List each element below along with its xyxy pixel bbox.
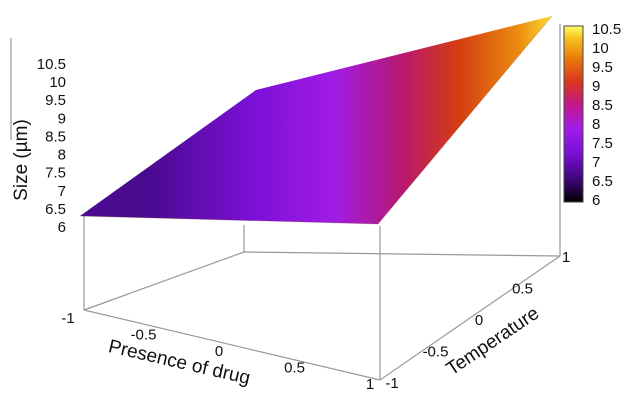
y-tick-label: 0 [475, 312, 483, 329]
colorbar-tick-label: 9 [592, 78, 600, 95]
box-edge-floor-back [243, 251, 561, 257]
colorbar-tick-label: 6 [592, 192, 600, 209]
box-edge-floor-right [379, 255, 561, 381]
box-edge-floor-front [83, 309, 381, 381]
colorbar-tick-label: 9.5 [592, 59, 613, 76]
colorbar-tick-label: 6.5 [592, 173, 613, 190]
z-axis-label: Size (µm) [11, 119, 32, 201]
z-tick-label: 10 [49, 74, 66, 91]
z-tick-label: 6 [58, 219, 66, 236]
z-tick-label: 7 [58, 183, 66, 200]
z-tick-label: 9.5 [45, 92, 66, 109]
x-tick-label: -0.5 [131, 327, 157, 344]
z-tick-label: 10.5 [37, 56, 66, 73]
z-tick-label: 9 [58, 110, 66, 127]
colorbar [563, 25, 584, 203]
z-tick-label: 8 [58, 147, 66, 164]
colorbar-tick-label: 10.5 [592, 21, 621, 38]
surface-mesh-edge [79, 15, 553, 225]
y-tick-label: -1 [385, 375, 398, 392]
colorbar-tick-label: 8.5 [592, 97, 613, 114]
y-tick-label: -0.5 [423, 344, 449, 361]
colorbar-tick-label: 7 [592, 154, 600, 171]
z-tick-label: 7.5 [45, 165, 66, 182]
x-tick-label: 0.5 [284, 360, 305, 377]
tick-labels: 66.577.588.599.51010.566.577.588.599.510… [37, 21, 621, 393]
surface-plane [80, 16, 552, 224]
x-tick-label: -1 [61, 310, 74, 327]
y-tick-label: 1 [562, 249, 570, 266]
x-tick-label: 0 [215, 343, 223, 360]
y-tick-label: 0.5 [512, 281, 533, 298]
box-edge-floor-left [83, 251, 245, 311]
colorbar-tick-label: 7.5 [592, 135, 613, 152]
y-axis-label: Temperature [443, 303, 543, 380]
z-tick-label: 8.5 [45, 128, 66, 145]
x-tick-label: 1 [366, 376, 374, 393]
z-tick-label: 6.5 [45, 201, 66, 218]
box-frame [10, 24, 561, 381]
colorbar-tick-label: 10 [592, 40, 609, 57]
colorbar-tick-label: 8 [592, 116, 600, 133]
